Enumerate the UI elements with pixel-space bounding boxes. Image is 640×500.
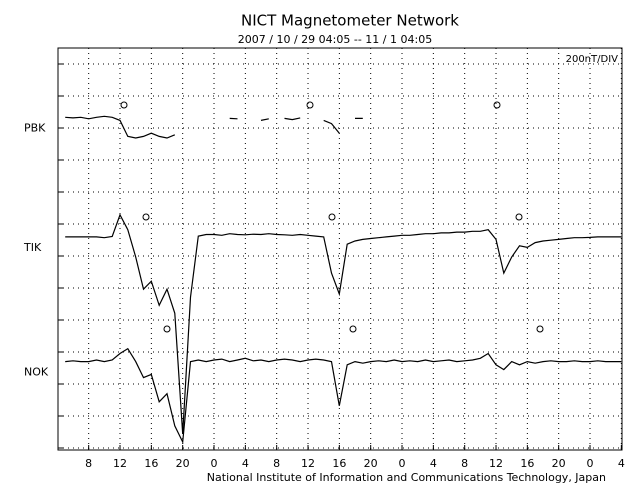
series-line — [65, 213, 622, 434]
x-tick-label: 4 — [430, 457, 437, 470]
x-tick-label: 12 — [113, 457, 127, 470]
x-tick-label: 16 — [332, 457, 346, 470]
unit-label: 200nT/DIV — [566, 54, 619, 65]
series — [65, 213, 622, 434]
x-tick-label: 4 — [618, 457, 625, 470]
series-label: PBK — [24, 121, 46, 134]
x-tick-label: 20 — [364, 457, 378, 470]
x-tick-label: 20 — [176, 457, 190, 470]
x-tick-label: 12 — [489, 457, 503, 470]
series — [65, 347, 622, 445]
x-tick-label: 0 — [587, 457, 594, 470]
x-tick-label: 16 — [520, 457, 534, 470]
x-tick-label: 8 — [273, 457, 280, 470]
x-tick-label: 20 — [552, 457, 566, 470]
x-tick-label: 8 — [85, 457, 92, 470]
markers — [120, 101, 544, 333]
x-tick-label: 0 — [211, 457, 218, 470]
x-tick-label: 16 — [144, 457, 158, 470]
x-tick-label: 8 — [461, 457, 468, 470]
series — [65, 115, 363, 139]
x-tick-label: 12 — [301, 457, 315, 470]
series-line — [65, 115, 363, 139]
h-grid — [58, 63, 622, 449]
x-tick-label: 0 — [399, 457, 406, 470]
series-line — [65, 347, 622, 445]
series-label: NOK — [24, 366, 49, 379]
x-tick-label: 4 — [242, 457, 249, 470]
chart-title: NICT Magnetometer Network — [241, 12, 459, 30]
chart-subtitle: 2007 / 10 / 29 04:05 -- 11 / 1 04:05 — [238, 33, 432, 46]
plot-frame — [57, 47, 623, 451]
series-label: TIK — [23, 241, 42, 254]
footer: National Institute of Information and Co… — [207, 471, 606, 484]
